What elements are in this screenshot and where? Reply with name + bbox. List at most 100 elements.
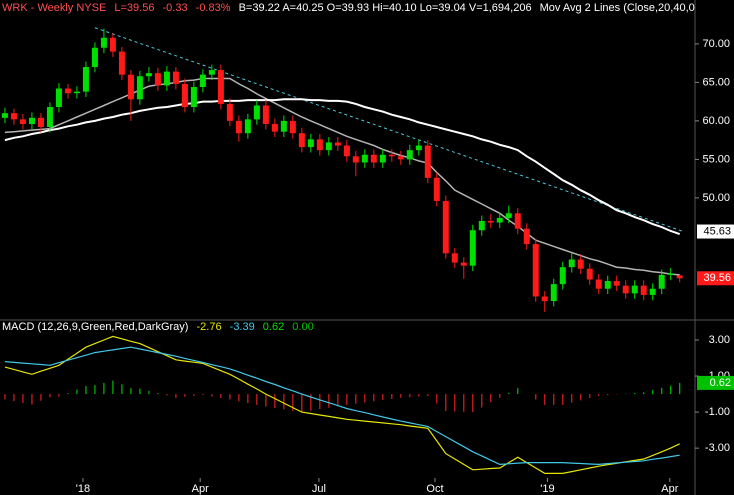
last-price-label: 39.56 — [703, 272, 731, 284]
quote-last: L=39.56 — [114, 2, 155, 14]
candle-body — [676, 275, 683, 279]
candle-body — [82, 66, 89, 92]
macd-line — [4, 346, 680, 466]
candle-body — [271, 123, 278, 132]
candle-body — [442, 200, 449, 254]
moving-average — [4, 77, 680, 276]
candle-body — [307, 139, 314, 148]
candle-body — [469, 230, 476, 266]
histogram-marker-label: 0.62 — [710, 377, 731, 389]
candle-body — [433, 177, 440, 201]
x-tick-label: Oct — [426, 483, 443, 495]
candle-body — [199, 74, 206, 88]
candle-body — [568, 259, 575, 268]
candle-body — [541, 296, 548, 302]
candle-body — [343, 145, 350, 157]
candle-body — [145, 73, 152, 77]
moving-average — [4, 98, 681, 236]
x-tick-label: Apr — [192, 483, 209, 495]
candle-body — [379, 154, 386, 163]
candle-body — [217, 70, 224, 104]
histogram-value: 0.62 — [262, 321, 285, 333]
candle-body — [226, 103, 233, 121]
candle-body — [487, 220, 494, 223]
price-header: WRK - Weekly NYSE L=39.56 -0.33 -0.83% B… — [2, 2, 700, 14]
quote-info: B=39.22 A=40.25 O=39.93 Hi=40.10 Lo=39.0… — [238, 2, 532, 14]
candle-body — [1, 113, 8, 118]
candle-body — [577, 259, 584, 269]
candle-body — [667, 273, 674, 275]
candle-body — [190, 87, 197, 108]
y-tick-label: -3.00 — [705, 442, 730, 454]
macd-title: MACD (12,26,9,Green,Red,DarkGray) — [2, 321, 189, 333]
candle-body — [109, 37, 116, 52]
y-tick-label: -1.00 — [705, 406, 730, 418]
y-tick-label: 50.00 — [702, 192, 730, 204]
macd-line — [4, 335, 680, 474]
histogram-marker — [697, 375, 734, 390]
candle-body — [316, 139, 323, 151]
candle-body — [460, 262, 467, 266]
candle-body — [10, 113, 17, 120]
x-tick-label: '19 — [540, 483, 554, 495]
candle-body — [424, 145, 431, 178]
candle-body — [325, 142, 332, 151]
y-tick-label: 60.00 — [702, 115, 730, 127]
candle-body — [397, 156, 404, 160]
candle-body — [262, 105, 269, 124]
y-tick-label: 70.00 — [702, 38, 730, 50]
signal-value: -3.39 — [229, 321, 255, 333]
y-tick-label: 3.00 — [709, 334, 730, 346]
candle-body — [334, 142, 341, 146]
candle-body — [361, 154, 368, 163]
candle-body — [640, 285, 647, 295]
candle-body — [163, 71, 170, 86]
candle-body — [280, 120, 287, 132]
candle-body — [586, 268, 593, 280]
candle-body — [649, 288, 656, 295]
candle-body — [19, 119, 26, 124]
baseline-value: 0.00 — [292, 321, 314, 333]
candle-body — [451, 253, 458, 263]
candle-body — [505, 213, 512, 218]
x-tick-label: Jul — [312, 483, 326, 495]
macd-header: MACD (12,26,9,Green,Red,DarkGray) -2.76 … — [2, 321, 319, 333]
candle-body — [235, 120, 242, 134]
study-label: Mov Avg 2 Lines (Close,20,40,0 — [539, 2, 695, 14]
candle-body — [37, 117, 44, 128]
y-tick-label: 55.00 — [702, 153, 730, 165]
candle-body — [55, 88, 62, 108]
trendline-marker — [697, 224, 734, 239]
candle-body — [28, 117, 35, 124]
candle-body — [532, 244, 539, 297]
candle-body — [298, 133, 305, 148]
trendline — [94, 27, 684, 233]
candle-body — [370, 154, 377, 163]
y-tick-label: 65.00 — [702, 76, 730, 88]
candle-body — [253, 105, 260, 120]
candle-body — [631, 285, 638, 294]
trendline-marker-label: 45.63 — [703, 225, 731, 237]
x-tick-label: Apr — [661, 483, 678, 495]
candle-body — [523, 228, 530, 245]
candle-body — [496, 217, 503, 223]
macd-value: -2.76 — [196, 321, 222, 333]
candle-body — [181, 83, 188, 108]
candle-body — [136, 76, 143, 100]
quote-change-pct: -0.83% — [195, 2, 231, 14]
candle-body — [244, 119, 251, 134]
candle-body — [415, 145, 422, 151]
candle-body — [478, 220, 485, 231]
candle-body — [73, 91, 80, 94]
candle-body — [559, 267, 566, 285]
candle-body — [595, 279, 602, 289]
candle-body — [352, 156, 359, 163]
candle-body — [550, 284, 557, 302]
symbol: WRK - Weekly NYSE — [2, 2, 107, 14]
candle-body — [91, 47, 98, 67]
x-tick-label: '18 — [76, 483, 90, 495]
candle-body — [127, 74, 134, 100]
candle-body — [658, 274, 665, 289]
